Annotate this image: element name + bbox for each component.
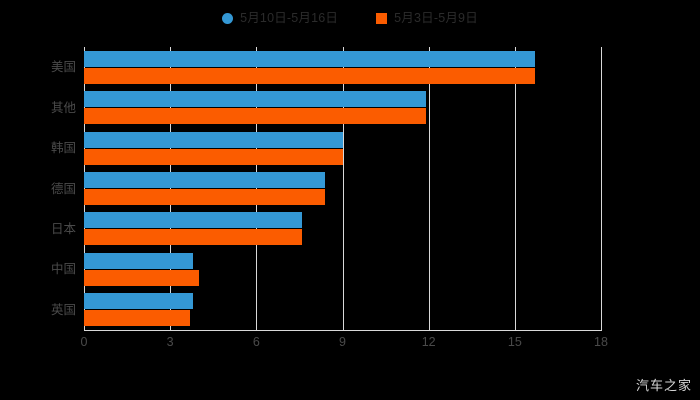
x-axis-tick-label: 12 <box>421 335 436 349</box>
bar[interactable] <box>84 50 535 67</box>
bar-group <box>84 172 601 205</box>
gridline-x-6 <box>601 47 602 330</box>
legend-label-series-2: 5月3日-5月9日 <box>394 10 478 25</box>
legend-label-series-1: 5月10日-5月16日 <box>240 10 339 25</box>
bar-group <box>84 91 601 125</box>
x-axis-tick-labels: 0 3 6 9 12 15 18 <box>0 336 700 356</box>
gridline-x-0 <box>84 47 85 330</box>
gridline-x-1 <box>170 47 172 330</box>
y-axis-tick-labels: 美国其他韩国德国日本中国英国 <box>0 47 76 330</box>
x-axis-tick-label: 9 <box>339 335 346 349</box>
bar[interactable] <box>84 67 535 84</box>
legend-marker-dot-icon <box>222 12 234 24</box>
bar-group <box>84 131 601 165</box>
gridline-x-4 <box>428 47 430 330</box>
bar[interactable] <box>84 252 194 269</box>
bar-group <box>84 212 601 246</box>
bar[interactable] <box>84 212 303 229</box>
bar-group <box>84 293 601 327</box>
bar-group <box>84 252 601 286</box>
x-axis-tick-label: 6 <box>252 335 260 349</box>
x-axis-tick-label: 0 <box>80 335 88 349</box>
y-axis-tick-label: 美国 <box>50 60 76 75</box>
gridline-x-3 <box>342 47 344 330</box>
y-axis-tick-label: 其他 <box>50 100 76 115</box>
bar[interactable] <box>84 189 326 205</box>
legend-item-series-2[interactable]: 5月3日-5月9日 <box>376 12 478 25</box>
bar-group <box>84 50 601 84</box>
bar[interactable] <box>84 172 326 188</box>
watermark: 汽车之家 <box>635 378 692 393</box>
y-axis-tick-label: 德国 <box>50 181 76 196</box>
bar[interactable] <box>84 148 343 165</box>
y-axis-tick-label: 中国 <box>50 262 76 277</box>
y-axis-tick-label: 英国 <box>50 302 76 317</box>
y-axis-tick-label: 韩国 <box>50 141 76 156</box>
bar[interactable] <box>84 108 426 125</box>
bar[interactable] <box>84 293 194 310</box>
gridline-x-5 <box>514 47 516 330</box>
y-axis-tick-label: 日本 <box>50 221 76 236</box>
x-axis-tick-label: 3 <box>166 335 174 349</box>
chart-legend: 5月10日-5月16日 5月3日-5月9日 <box>0 0 700 36</box>
x-axis-line <box>84 330 602 331</box>
bar[interactable] <box>84 91 426 108</box>
legend-marker-square-icon <box>376 12 388 24</box>
x-axis-tick-label: 15 <box>507 335 522 349</box>
bar[interactable] <box>84 310 191 327</box>
bar[interactable] <box>84 229 303 246</box>
x-axis-tick-label: 18 <box>594 335 608 349</box>
plot-area <box>84 47 602 330</box>
bar[interactable] <box>84 131 343 148</box>
bar[interactable] <box>84 269 199 286</box>
legend-item-series-1[interactable]: 5月10日-5月16日 <box>222 12 338 25</box>
gridline-x-2 <box>256 47 258 330</box>
